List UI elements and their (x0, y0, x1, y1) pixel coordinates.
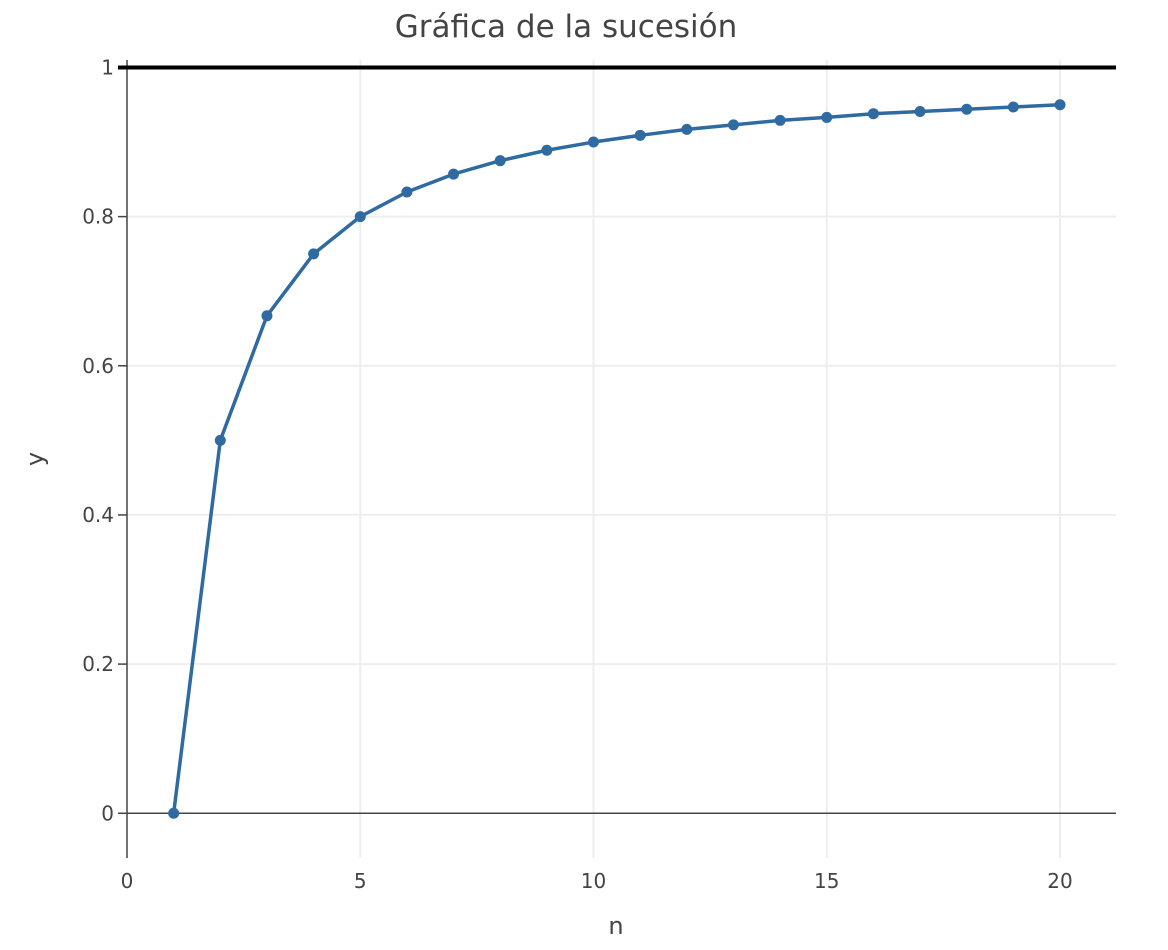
y-tick-label: 0 (101, 801, 114, 825)
data-point (494, 155, 506, 167)
data-point (961, 103, 973, 115)
data-point (168, 807, 180, 819)
data-point (774, 114, 786, 126)
chart-title: Gráfica de la sucesión (395, 9, 738, 45)
data-point (448, 168, 460, 180)
x-tick-label: 5 (354, 869, 367, 893)
data-point (588, 136, 600, 148)
x-tick-label: 20 (1047, 869, 1072, 893)
data-point (1007, 101, 1019, 113)
data-point (821, 111, 833, 123)
data-point (541, 144, 553, 156)
y-tick-label: 0.6 (82, 354, 114, 378)
data-point (354, 211, 366, 223)
data-point (867, 108, 879, 120)
x-tick-label: 10 (581, 869, 606, 893)
data-point (914, 105, 926, 117)
y-tick-label: 0.2 (82, 652, 114, 676)
data-point (401, 186, 413, 198)
series-line (171, 102, 1061, 814)
x-tick-label: 15 (814, 869, 839, 893)
y-tick-label: 0.4 (82, 503, 114, 527)
data-point (214, 434, 226, 446)
y-tick-label: 0.8 (82, 205, 114, 229)
grid-layer (127, 60, 1116, 858)
series-layer (168, 99, 1066, 819)
data-point (1054, 99, 1066, 111)
x-axis-label: n (608, 912, 623, 940)
y-axis-label: y (21, 452, 49, 466)
data-point (681, 123, 693, 135)
data-point (727, 119, 739, 131)
data-point (261, 310, 273, 322)
y-tick-label: 1 (101, 55, 114, 79)
data-point (634, 129, 646, 141)
x-tick-label: 0 (121, 869, 134, 893)
axis-layer: 0 5 10 15 20 0 0.2 0.4 0.6 0.8 1 (82, 55, 1116, 893)
data-point (308, 248, 320, 260)
